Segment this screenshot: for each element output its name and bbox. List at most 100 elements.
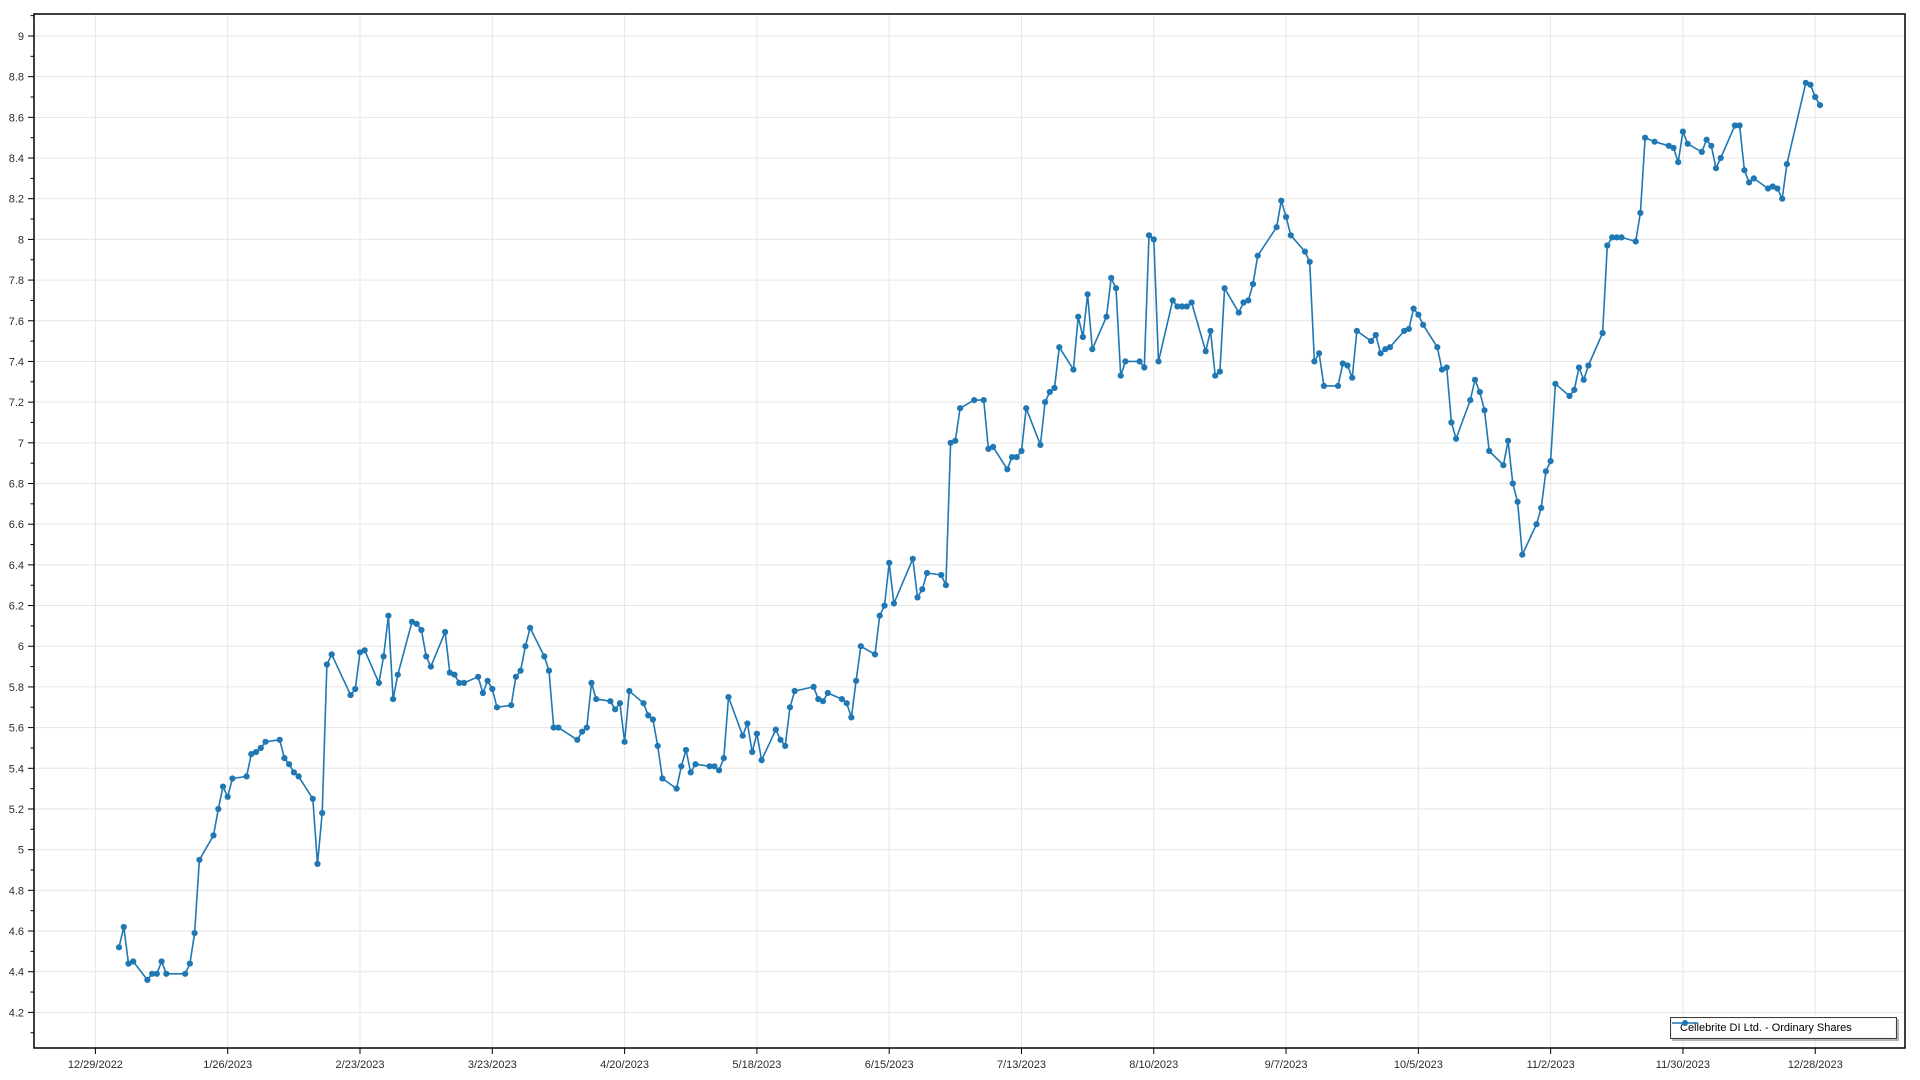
data-point <box>947 439 954 446</box>
data-point <box>1056 344 1063 351</box>
data-point <box>1008 454 1016 461</box>
data-point <box>484 677 491 684</box>
data-point <box>229 775 236 782</box>
data-point <box>517 667 524 674</box>
data-point <box>1538 504 1545 511</box>
data-point <box>1505 437 1512 444</box>
data-point <box>489 685 496 693</box>
data-point <box>1481 407 1488 414</box>
data-point <box>248 751 255 758</box>
data-point <box>1420 321 1427 328</box>
x-tick-label: 12/29/2022 <box>68 1059 123 1071</box>
data-point <box>777 736 784 743</box>
y-tick-label: 6.2 <box>9 601 24 613</box>
data-point <box>1136 358 1143 365</box>
data-point <box>588 679 595 687</box>
x-tick-label: 12/28/2023 <box>1788 1059 1843 1071</box>
data-point <box>914 594 921 601</box>
x-tick-label: 11/2/2023 <box>1527 1059 1575 1071</box>
data-point <box>1349 374 1356 381</box>
y-tick-label: 8.2 <box>9 194 24 206</box>
data-point <box>1023 405 1030 412</box>
data-point <box>1405 325 1412 332</box>
data-point <box>1117 372 1124 379</box>
data-point <box>682 746 690 754</box>
data-point <box>1122 358 1129 365</box>
data-point <box>1278 197 1285 204</box>
data-point <box>475 673 482 680</box>
data-point <box>1750 175 1757 182</box>
data-point <box>418 626 425 634</box>
data-point <box>1698 148 1705 155</box>
y-tick-label: 5 <box>18 845 24 857</box>
data-point <box>673 785 680 792</box>
data-point <box>848 714 855 721</box>
data-point <box>390 696 397 703</box>
y-tick-label: 4.6 <box>9 926 24 938</box>
data-point <box>919 586 926 593</box>
data-point <box>182 970 189 977</box>
data-point <box>1566 392 1573 400</box>
data-point <box>612 706 619 713</box>
data-point <box>621 738 628 745</box>
data-point <box>687 769 694 776</box>
data-point <box>196 856 203 863</box>
data-point <box>654 742 661 750</box>
data-point <box>456 679 463 687</box>
data-point <box>1774 185 1781 192</box>
y-tick-label: 7.8 <box>9 275 24 287</box>
data-point <box>1037 441 1044 448</box>
data-point <box>323 661 330 668</box>
data-point <box>1613 234 1620 241</box>
data-point <box>985 445 992 452</box>
data-point <box>938 571 945 579</box>
data-point <box>1679 128 1686 135</box>
data-point <box>479 689 486 697</box>
x-tick-label: 11/30/2023 <box>1656 1059 1710 1071</box>
data-point <box>678 763 685 770</box>
data-point <box>130 958 137 965</box>
y-tick-label: 7.4 <box>9 356 24 368</box>
data-point <box>1746 179 1753 186</box>
data-point <box>810 683 817 691</box>
data-point <box>819 698 827 705</box>
data-point <box>427 663 434 670</box>
data-point <box>413 620 420 628</box>
data-point <box>815 696 822 703</box>
x-tick-label: 5/18/2023 <box>732 1059 781 1071</box>
x-tick-label: 9/7/2023 <box>1265 1059 1308 1071</box>
data-point <box>1585 362 1592 369</box>
data-point <box>1486 447 1493 455</box>
y-tick-label: 7 <box>18 438 24 450</box>
data-point <box>1415 311 1422 318</box>
data-point <box>1174 303 1181 310</box>
data-point <box>711 763 718 770</box>
x-tick-label: 2/23/2023 <box>336 1059 385 1071</box>
data-point <box>853 677 860 684</box>
data-point <box>144 976 151 984</box>
data-point <box>1401 327 1408 334</box>
data-point <box>1046 388 1053 396</box>
data-point <box>782 742 789 750</box>
data-point <box>1075 313 1082 320</box>
data-point <box>1599 329 1606 337</box>
data-point <box>1216 368 1223 375</box>
data-point <box>309 795 316 802</box>
data-point <box>1344 362 1351 369</box>
data-point <box>1731 122 1738 129</box>
data-point <box>281 755 288 762</box>
data-point <box>158 958 165 965</box>
data-point <box>1372 331 1379 339</box>
data-point <box>224 793 231 800</box>
data-point <box>706 763 713 770</box>
data-point <box>1604 242 1611 249</box>
data-point <box>125 960 132 967</box>
data-point <box>1254 252 1261 259</box>
y-tick-label: 8 <box>18 234 24 246</box>
data-point <box>1070 366 1077 373</box>
data-point <box>1311 358 1318 365</box>
data-point <box>541 653 548 660</box>
x-tick-label: 7/13/2023 <box>997 1059 1046 1071</box>
data-point <box>1084 291 1091 298</box>
